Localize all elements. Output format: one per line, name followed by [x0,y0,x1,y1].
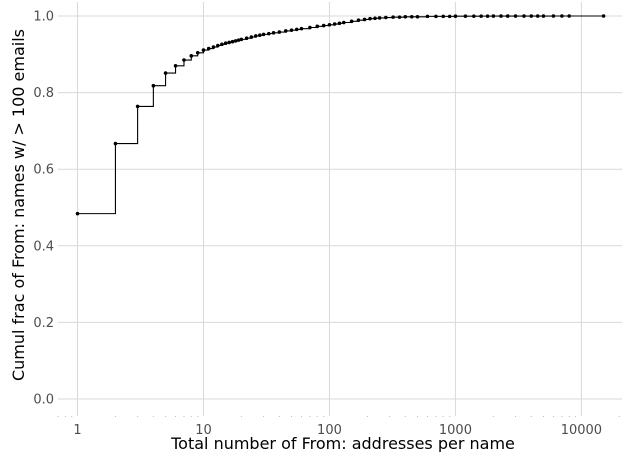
x-tick-label: 10 [195,423,212,438]
data-point [206,46,211,51]
data-point [239,37,244,42]
data-point [201,48,206,52]
data-point [362,17,367,22]
data-point [491,14,496,18]
data-point [472,14,476,18]
data-point [230,39,235,44]
data-point [447,14,452,19]
series-layer [75,14,606,216]
data-point [163,71,168,75]
data-point [441,14,446,19]
data-point [567,14,572,18]
y-tick-label: 0.8 [33,86,54,101]
data-point [425,14,430,19]
data-point [551,14,556,18]
data-point [271,31,276,35]
y-tick-label: 0.0 [33,393,54,408]
x-axis-title: Total number of From: addresses per name [170,434,515,452]
y-axis-ticks: 0.0 0.2 0.4 0.6 0.8 1.0 [33,10,54,408]
data-point [373,16,377,21]
data-point [601,14,606,18]
x-tick-label: 1000 [439,423,472,438]
data-point [541,14,546,18]
ecdf-step-line [77,15,604,215]
data-point [327,23,332,27]
data-point [349,19,354,24]
data-point [277,30,282,34]
y-tick-label: 0.2 [33,316,54,331]
data-point [244,36,249,41]
data-point [113,141,118,146]
data-point [189,54,194,58]
data-point [342,20,346,25]
x-tick-label: 1 [73,423,81,438]
x-tick-label: 10000 [561,423,602,438]
data-point [211,45,216,49]
data-point [236,38,241,42]
data-point [403,14,408,19]
data-point [513,14,518,18]
data-point [308,25,312,30]
data-point [535,14,540,18]
data-point [337,21,342,26]
data-point [560,14,564,18]
data-point [258,33,262,37]
data-point [383,15,388,20]
data-point [409,14,414,19]
data-point [294,27,299,32]
x-tick-label: 100 [317,423,342,438]
data-point [356,18,361,23]
x-axis-ticks: 1 10 100 1000 10000 [73,423,602,438]
data-point [522,14,526,18]
y-tick-label: 1.0 [33,10,54,25]
data-point [220,42,224,47]
data-point [368,16,372,21]
data-point [182,58,186,62]
data-point [299,26,304,31]
data-point [253,34,258,38]
data-point [332,22,337,26]
data-point [267,31,271,36]
data-point [233,39,238,43]
data-point [434,14,438,19]
data-point [135,104,140,109]
data-point [289,28,294,32]
data-point [261,32,266,37]
data-point [315,24,320,29]
y-axis-title: Cumul frac of From: names w/ > 100 email… [9,29,28,381]
data-point [479,14,483,18]
data-point [453,14,458,18]
data-point [505,14,510,18]
data-point [391,15,395,19]
data-point [463,14,468,18]
data-point [415,14,420,19]
y-tick-label: 0.4 [33,239,54,254]
data-point [227,40,232,45]
data-point [249,35,254,39]
y-tick-label: 0.6 [33,163,54,178]
data-point [485,14,490,18]
data-point [195,50,200,55]
data-point [377,16,382,20]
data-point [173,63,178,68]
data-point [216,43,220,48]
data-point [321,23,326,28]
data-point [151,83,156,88]
data-point [75,211,80,216]
data-point [283,29,288,33]
data-point [397,15,402,19]
data-point [223,41,228,45]
data-point [529,14,534,18]
grid [57,2,622,420]
data-point [499,14,503,18]
